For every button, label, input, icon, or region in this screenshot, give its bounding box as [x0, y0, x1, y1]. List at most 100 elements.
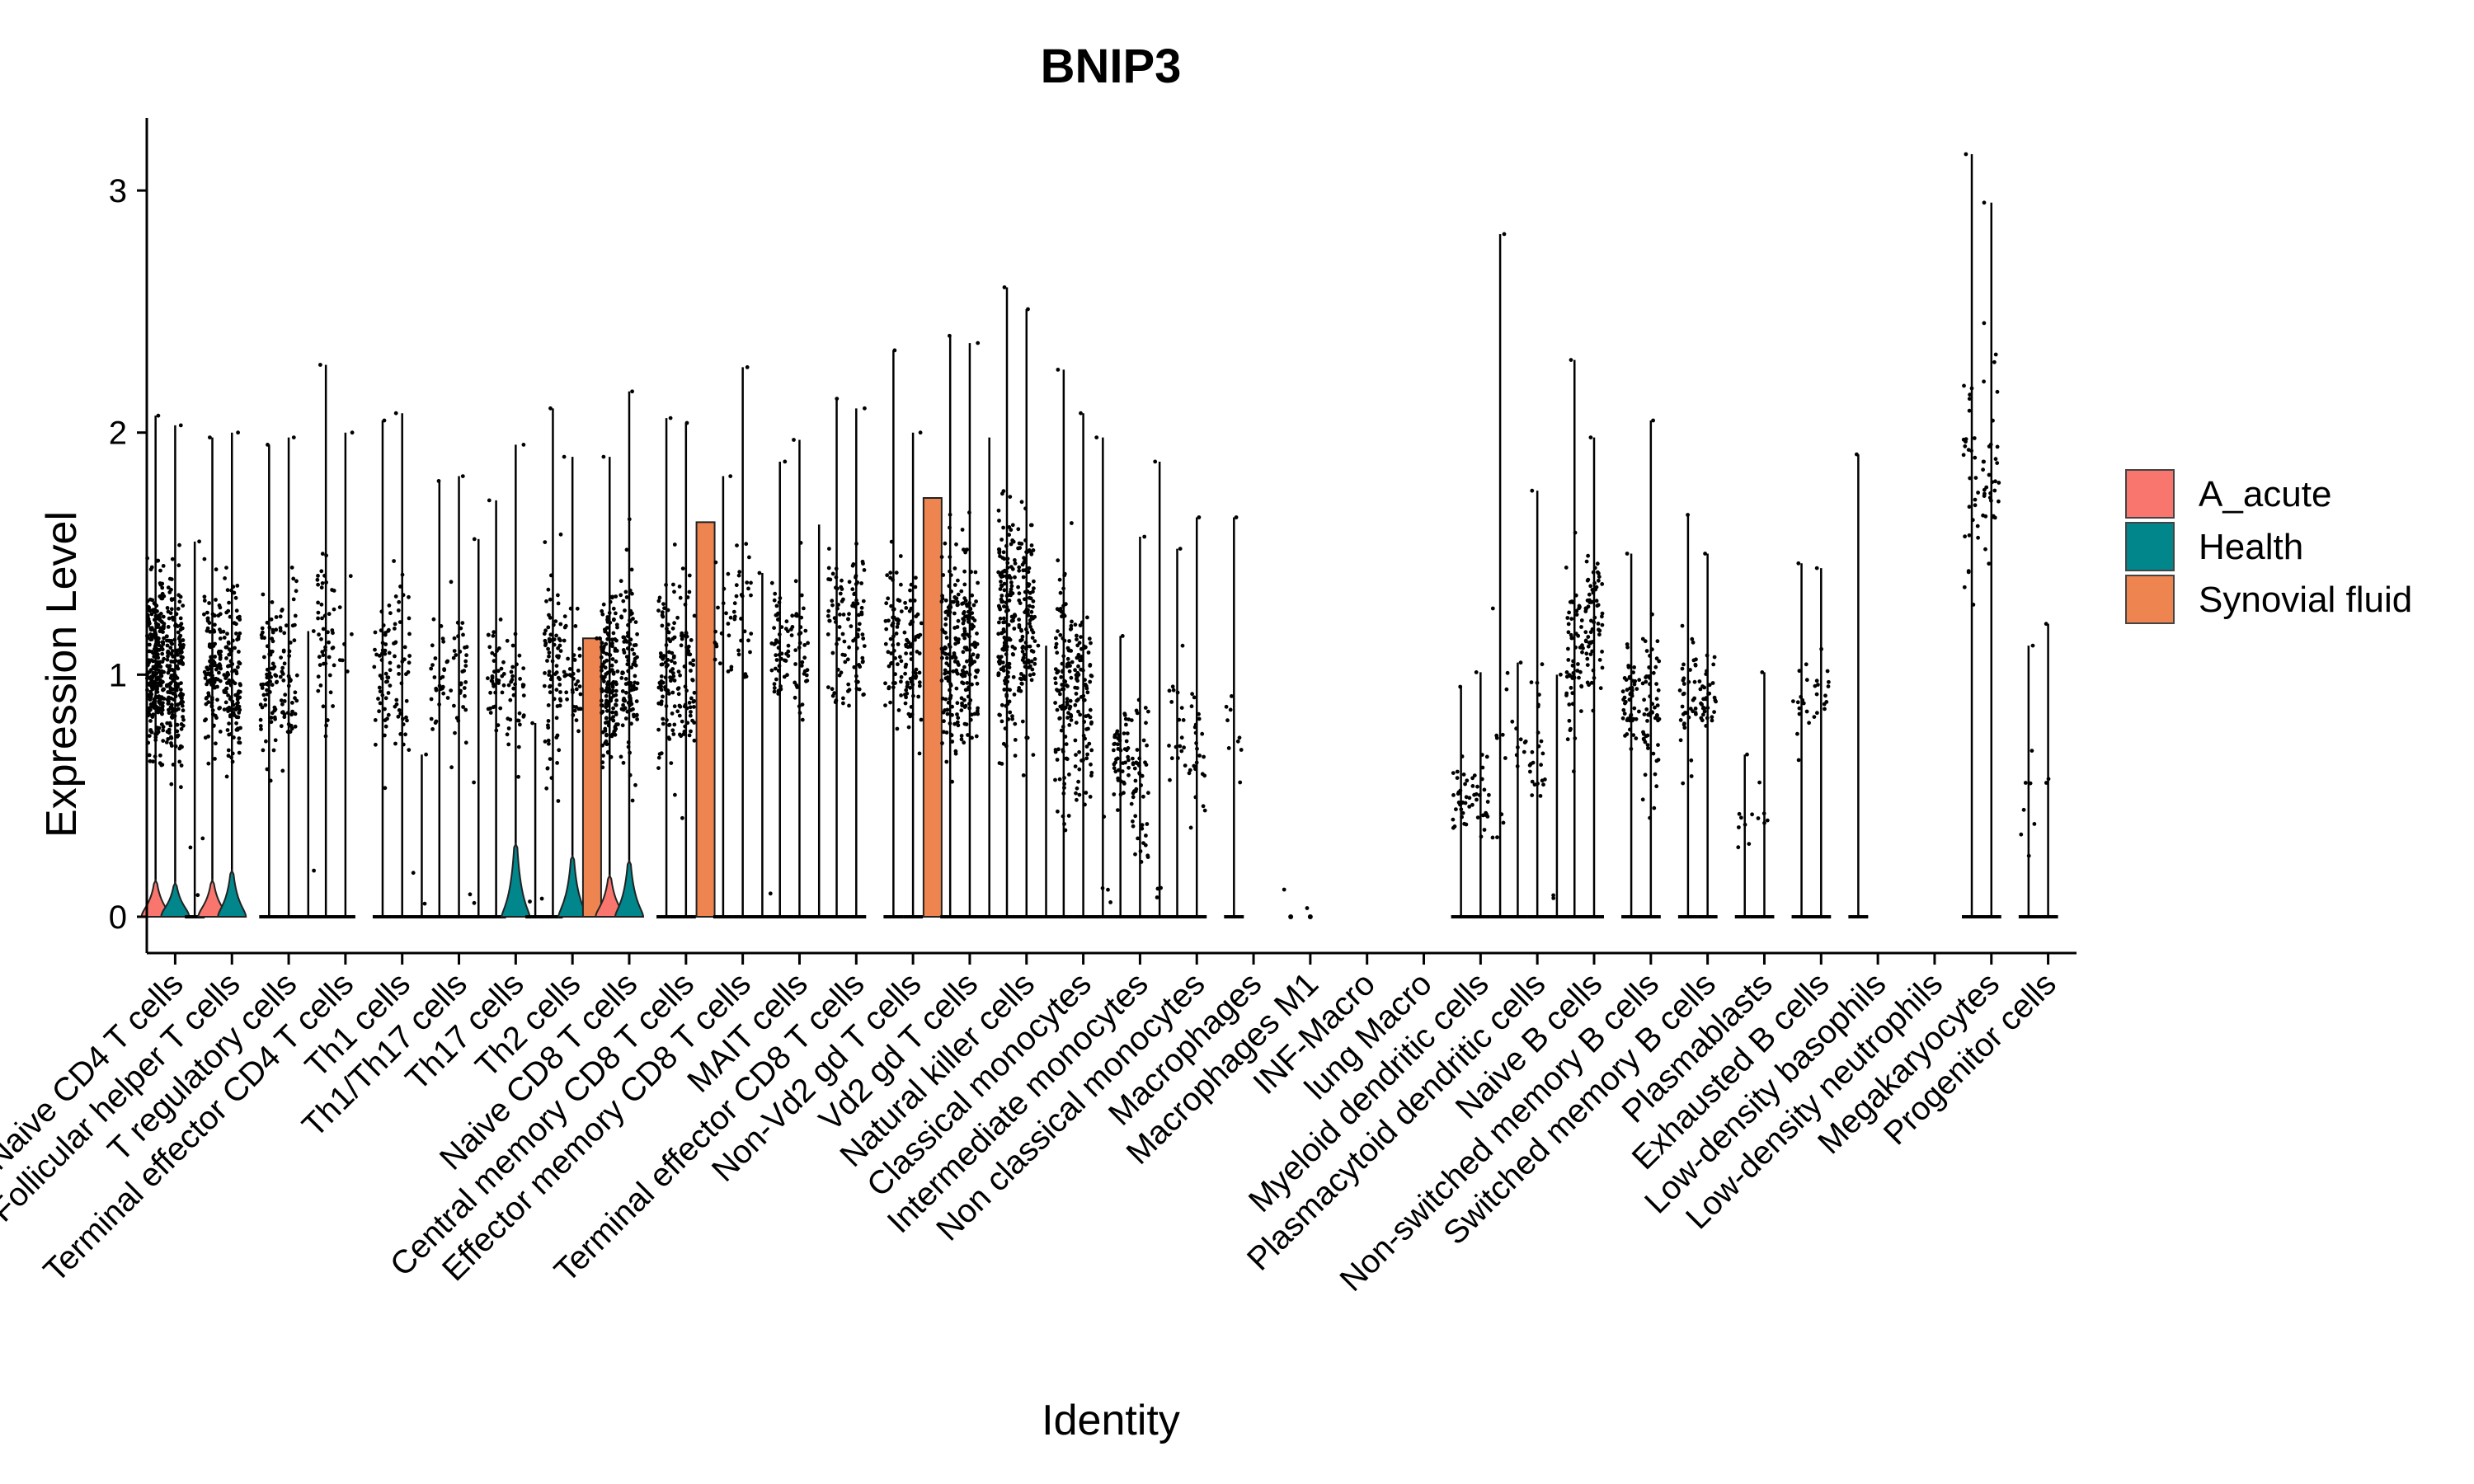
- jitter-point: [1592, 615, 1597, 620]
- jitter-point: [960, 669, 965, 673]
- jitter-point: [1678, 718, 1683, 722]
- jitter-point: [1001, 574, 1005, 579]
- jitter-point: [1117, 733, 1122, 738]
- jitter-point: [510, 665, 515, 669]
- jitter-point: [562, 669, 567, 674]
- jitter-point: [899, 609, 904, 613]
- jitter-point: [886, 650, 891, 655]
- jitter-point: [492, 659, 496, 663]
- jitter-point: [1002, 588, 1007, 593]
- jitter-point: [854, 646, 859, 650]
- jitter-point: [852, 591, 857, 596]
- jitter-point: [1174, 744, 1178, 749]
- jitter-point: [804, 673, 809, 678]
- jitter-point: [393, 654, 397, 659]
- jitter-point: [316, 600, 320, 605]
- jitter-point: [1451, 817, 1456, 822]
- jitter-point: [853, 604, 858, 609]
- jitter-point: [549, 776, 554, 780]
- jitter-point: [834, 699, 838, 704]
- jitter-point: [169, 735, 174, 740]
- jitter-point: [547, 741, 551, 746]
- jitter-point: [786, 629, 790, 633]
- jitter-point: [1597, 578, 1601, 583]
- jitter-point: [178, 627, 183, 632]
- jitter-point: [1025, 550, 1029, 555]
- jitter-point: [208, 629, 212, 634]
- jitter-point: [943, 652, 948, 656]
- jitter-point: [909, 606, 914, 611]
- jitter-point: [666, 629, 670, 634]
- jitter-point: [1032, 586, 1036, 590]
- jitter-point: [162, 636, 167, 641]
- jitter-point: [279, 655, 283, 660]
- jitter-point: [1075, 643, 1080, 648]
- jitter-point: [672, 704, 677, 709]
- jitter-point: [1451, 771, 1456, 775]
- jitter-point: [1747, 842, 1752, 846]
- jitter-point: [1642, 712, 1647, 716]
- jitter-point: [1536, 782, 1540, 786]
- jitter-point: [1305, 906, 1310, 910]
- jitter-point: [943, 676, 948, 680]
- jitter-point: [1995, 389, 2000, 394]
- jitter-point: [1570, 676, 1575, 680]
- jitter-point: [1455, 769, 1460, 774]
- jitter-point: [1990, 480, 1995, 485]
- jitter-point: [1058, 704, 1063, 709]
- jitter-point: [1136, 697, 1141, 702]
- jitter-point: [739, 617, 743, 621]
- jitter-point: [203, 735, 208, 740]
- jitter-point: [383, 671, 388, 676]
- jitter-point: [1307, 913, 1313, 919]
- jitter-point: [214, 741, 218, 746]
- jitter-point: [148, 697, 153, 702]
- jitter-point: [377, 654, 382, 658]
- jitter-point: [1761, 811, 1766, 816]
- jitter-point: [1625, 642, 1630, 646]
- jitter-point: [1981, 467, 1986, 472]
- jitter-point: [160, 640, 165, 645]
- jitter-point: [665, 627, 669, 631]
- jitter-point: [621, 702, 625, 707]
- jitter-point: [149, 565, 154, 570]
- jitter-point: [899, 674, 904, 679]
- jitter-point: [1982, 494, 1987, 498]
- jitter-point: [1475, 815, 1480, 819]
- jitter-point: [393, 594, 398, 599]
- jitter-point: [1737, 811, 1742, 816]
- jitter-point: [682, 665, 687, 669]
- jitter-point: [518, 677, 522, 681]
- jitter-point: [1017, 568, 1022, 573]
- jitter-point: [1061, 603, 1065, 608]
- jitter-point: [1650, 710, 1654, 715]
- jitter-point: [1137, 756, 1142, 761]
- jitter-point: [1689, 774, 1694, 778]
- jitter-point: [261, 682, 266, 687]
- jitter-point: [1702, 709, 1707, 714]
- jitter-point: [1490, 606, 1495, 611]
- jitter-point: [181, 717, 186, 722]
- jitter-point: [269, 617, 274, 622]
- violin-shape: [217, 868, 247, 918]
- jitter-point: [670, 636, 675, 641]
- jitter-point: [1575, 669, 1580, 673]
- jitter-point: [621, 648, 626, 652]
- jitter-point: [999, 594, 1004, 598]
- jitter-point: [683, 724, 688, 729]
- jitter-point: [944, 636, 949, 640]
- jitter-point: [1115, 729, 1120, 734]
- jitter-point: [1065, 716, 1070, 720]
- jitter-point: [258, 702, 263, 707]
- jitter-point: [968, 717, 973, 722]
- jitter-point: [605, 620, 610, 624]
- jitter-point: [1587, 641, 1592, 645]
- jitter-point: [942, 730, 946, 735]
- jitter-point: [279, 698, 284, 702]
- jitter-point: [1062, 571, 1067, 576]
- jitter-point: [1801, 701, 1806, 706]
- jitter-point: [1677, 688, 1682, 693]
- jitter-point: [779, 651, 784, 656]
- jitter-point: [218, 655, 223, 660]
- jitter-point: [1131, 791, 1136, 796]
